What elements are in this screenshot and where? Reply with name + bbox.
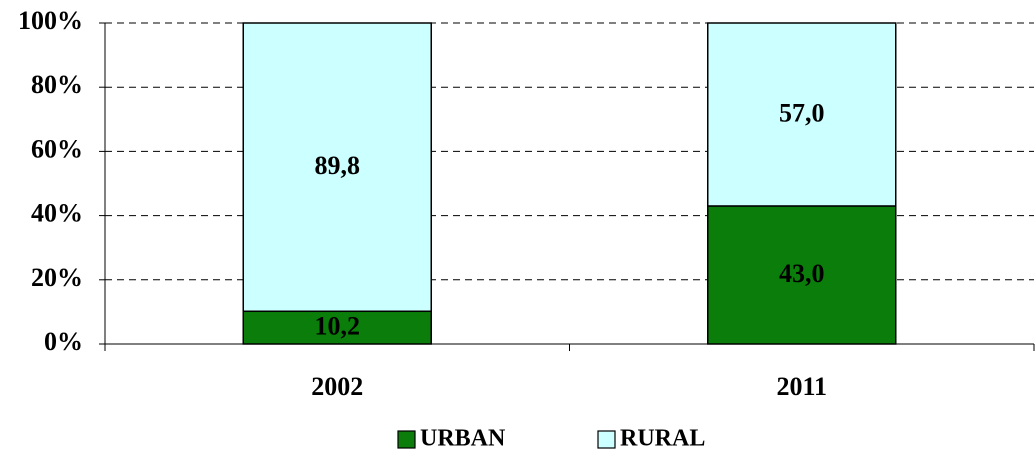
y-tick-label: 20% xyxy=(31,263,83,292)
data-label: 89,8 xyxy=(315,151,361,180)
bar-segment xyxy=(707,22,897,207)
x-tick-label: 2011 xyxy=(776,372,827,401)
data-label: 57,0 xyxy=(779,98,825,127)
data-label: 43,0 xyxy=(779,259,825,288)
x-tick-label: 2002 xyxy=(311,372,363,401)
bar-segment xyxy=(242,22,432,313)
bar-segment xyxy=(707,205,897,345)
y-tick-label: 80% xyxy=(31,70,83,99)
y-tick-label: 0% xyxy=(44,327,83,356)
legend-swatch xyxy=(597,430,616,449)
legend-label: URBAN xyxy=(420,426,506,452)
data-label: 10,2 xyxy=(315,312,361,341)
legend-swatch xyxy=(397,430,416,449)
y-tick-label: 40% xyxy=(31,199,83,228)
y-tick-label: 60% xyxy=(31,134,83,163)
legend-label: RURAL xyxy=(620,426,705,452)
y-tick-label: 100% xyxy=(18,6,83,35)
